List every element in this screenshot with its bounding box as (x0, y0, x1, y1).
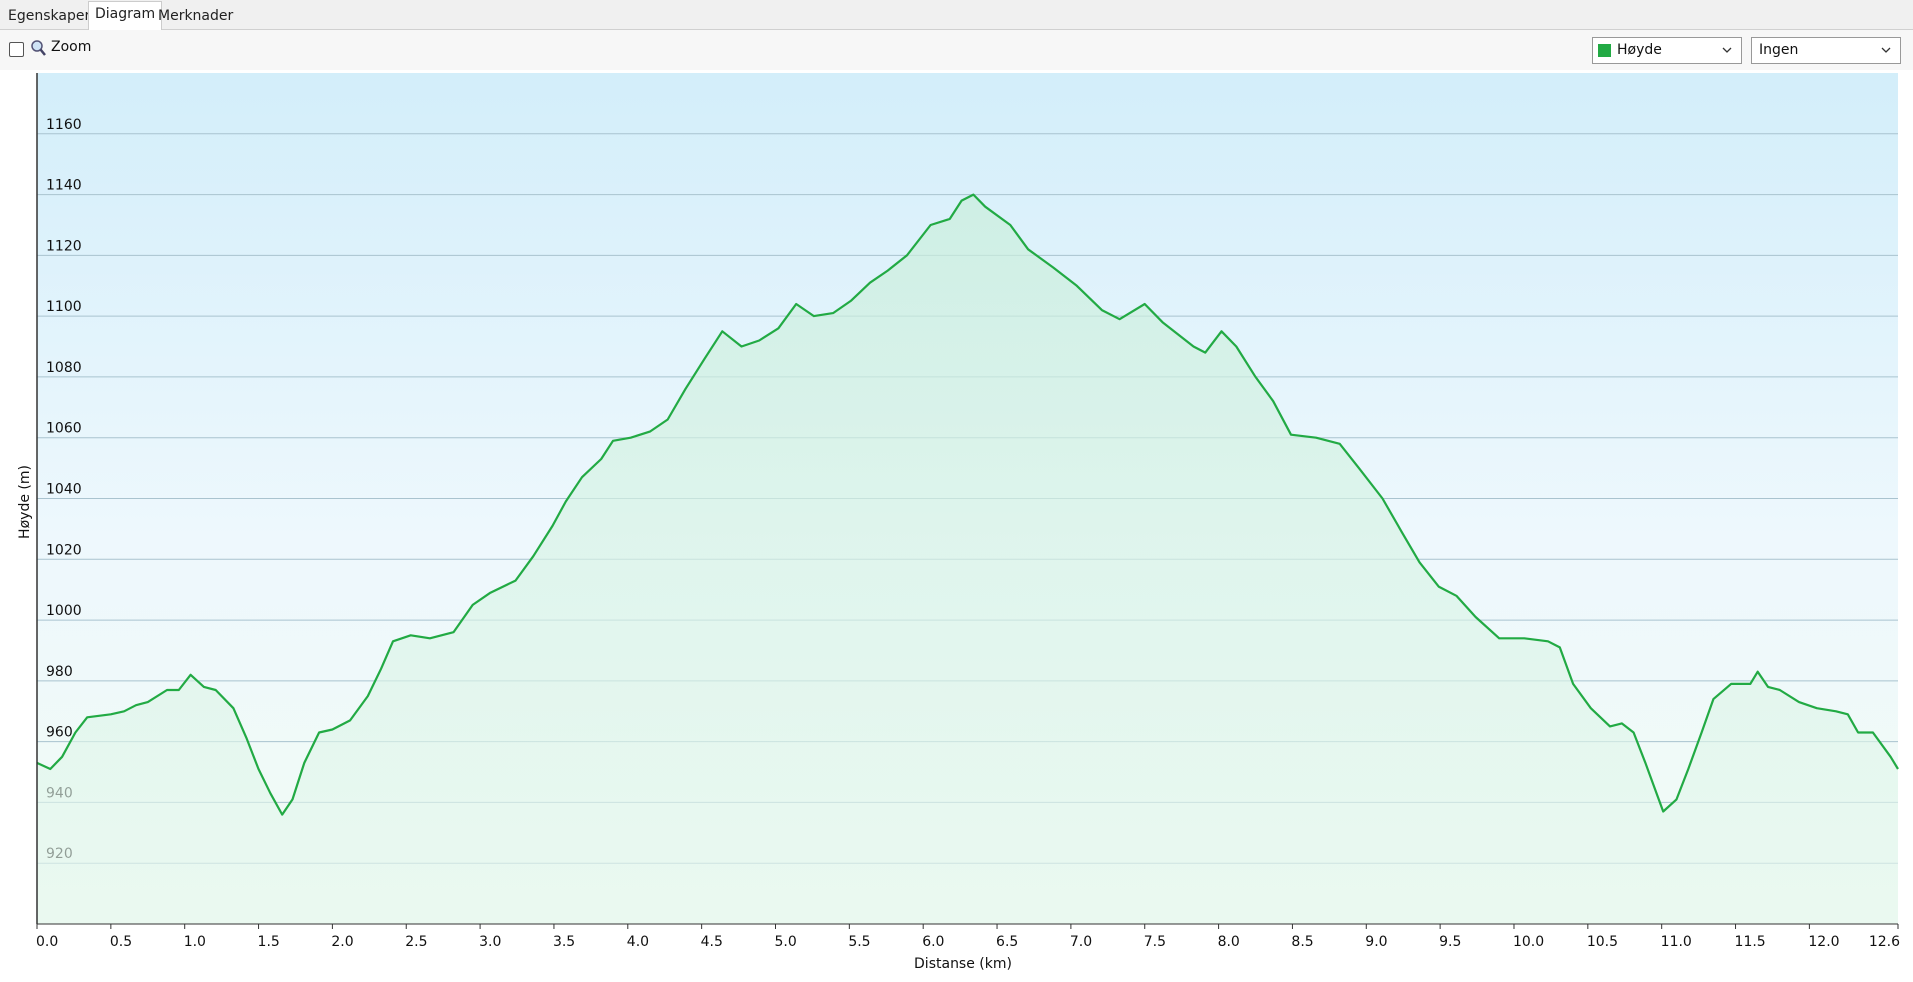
x-tick-label: 0.5 (110, 934, 132, 950)
x-tick-label: 3.5 (553, 934, 575, 950)
toolbar: Zoom Høyde Ingen (0, 30, 1913, 70)
x-tick-label: 4.5 (701, 934, 723, 950)
x-tick-label: 11.0 (1661, 934, 1692, 950)
x-tick-label: 1.0 (184, 934, 206, 950)
y-tick-label: 960 (46, 725, 73, 741)
zoom-label: Zoom (51, 39, 92, 55)
series-swatch (1598, 44, 1611, 57)
x-tick-label: 12.6 (1869, 934, 1900, 950)
dropdown-value: Høyde (1617, 42, 1662, 58)
y-tick-label: 1000 (46, 603, 82, 619)
y-tick-label: 1080 (46, 360, 82, 376)
x-tick-label: 12.0 (1808, 934, 1839, 950)
zoom-checkbox[interactable] (9, 42, 24, 57)
elevation-area (37, 194, 1898, 925)
tab[interactable]: Merknader (158, 8, 234, 24)
y-tick-label: 1140 (46, 178, 82, 194)
dropdown-arrow (1881, 47, 1891, 53)
y-tick-label: 1160 (46, 117, 82, 133)
x-tick-label: 9.5 (1439, 934, 1461, 950)
second-dropdown[interactable]: Ingen (1751, 37, 1901, 64)
elevation-line (36, 193, 1899, 816)
x-tick-label: 3.0 (479, 934, 501, 950)
x-tick-label: 6.5 (996, 934, 1018, 950)
x-tick-label: 10.0 (1513, 934, 1544, 950)
x-tick-label: 1.5 (258, 934, 280, 950)
x-tick-label: 2.5 (405, 934, 427, 950)
x-tick-label: 5.5 (848, 934, 870, 950)
tab[interactable]: Diagram (88, 1, 163, 30)
x-tick-label: 5.0 (774, 934, 796, 950)
y-tick-label: 1020 (46, 542, 82, 558)
tab[interactable]: Egenskaper (8, 8, 91, 24)
y-tick-label: 1120 (46, 238, 82, 254)
x-axis-title: Distanse (km) (914, 956, 1012, 972)
y-tick-label: 980 (46, 664, 73, 680)
x-tick-label: 6.0 (922, 934, 944, 950)
y-tick-label: 1040 (46, 482, 82, 498)
y-axis-title: Høyde (m) (17, 465, 33, 539)
x-tick-label: 10.5 (1587, 934, 1618, 950)
x-tick-label: 8.5 (1291, 934, 1313, 950)
x-tick-label: 4.0 (627, 934, 649, 950)
x-tick-label: 9.0 (1365, 934, 1387, 950)
dropdown-arrow (1722, 47, 1732, 53)
y-tick-label: 1060 (46, 421, 82, 437)
x-tick-label: 2.0 (331, 934, 353, 950)
x-tick-label: 8.0 (1218, 934, 1240, 950)
x-tick-label: 7.0 (1070, 934, 1092, 950)
series-dropdown[interactable]: Høyde (1592, 37, 1742, 64)
x-tick-label: 11.5 (1735, 934, 1766, 950)
zoom-icon (31, 40, 46, 56)
chart: Distanse (km) Høyde (m) 9209409609801000… (0, 70, 1913, 982)
x-tick-label: 7.5 (1144, 934, 1166, 950)
y-tick-label: 1100 (46, 299, 82, 315)
tab-bar: Egenskaper Diagram Merknader (0, 0, 1913, 30)
x-tick-label: 0.0 (36, 934, 58, 950)
dropdown-value: Ingen (1759, 42, 1799, 58)
